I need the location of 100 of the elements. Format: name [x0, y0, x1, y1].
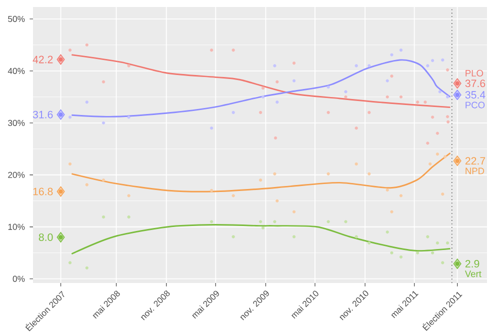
point [453, 90, 462, 100]
point [292, 61, 296, 65]
point [274, 136, 278, 140]
point [102, 215, 106, 218]
point [416, 100, 420, 104]
point [436, 132, 440, 135]
point [368, 241, 371, 244]
point [259, 110, 262, 114]
y-tick-label: 20% [8, 172, 25, 178]
point [446, 120, 450, 124]
point [441, 192, 444, 196]
point [399, 48, 403, 52]
point [68, 48, 72, 52]
point [276, 199, 279, 202]
data-label: 16.8 [33, 188, 53, 196]
data-label: 22.7 [465, 156, 486, 164]
data-label: 8.0 [38, 233, 53, 241]
point [344, 95, 348, 98]
point [276, 100, 279, 104]
point [56, 54, 65, 65]
point [56, 186, 65, 197]
point [85, 183, 88, 186]
point [386, 188, 389, 192]
line-series [70, 152, 451, 192]
point [210, 188, 214, 192]
point [127, 194, 130, 198]
point [210, 126, 214, 130]
point [431, 115, 434, 119]
series-label: NPD [466, 168, 484, 174]
point [68, 115, 72, 119]
point [344, 220, 348, 224]
point [431, 58, 434, 62]
point [453, 78, 462, 88]
data-label: 35.4 [465, 90, 486, 98]
point [102, 178, 106, 182]
data-label: 37.6 [465, 79, 486, 88]
point [232, 110, 235, 114]
point [428, 162, 432, 166]
point [390, 210, 394, 214]
point [431, 251, 434, 254]
point [446, 95, 450, 98]
point [426, 64, 430, 68]
point [436, 241, 440, 244]
point [273, 172, 276, 176]
point [326, 85, 330, 88]
point [416, 251, 420, 254]
point [399, 255, 403, 258]
point [390, 74, 394, 78]
point [426, 141, 430, 145]
point [210, 220, 214, 224]
point [441, 58, 444, 62]
point [232, 235, 235, 238]
point [368, 110, 371, 114]
point [85, 100, 88, 104]
y-tick-label: 0% [12, 276, 25, 282]
point [127, 215, 130, 218]
series-label: PCO [466, 102, 485, 108]
point [127, 64, 130, 68]
data-label: 42.2 [32, 56, 53, 64]
point [368, 172, 371, 176]
point [273, 220, 276, 224]
y-tick-label: 10% [8, 224, 25, 230]
point [446, 114, 450, 118]
point [441, 261, 444, 264]
point [453, 156, 462, 166]
point [261, 86, 265, 90]
point [354, 64, 358, 68]
point [273, 64, 276, 68]
point [390, 53, 394, 56]
point [259, 220, 262, 224]
point [344, 90, 348, 94]
point [85, 43, 88, 46]
point [453, 258, 462, 269]
point [276, 80, 279, 84]
series-label: PLO [466, 70, 484, 76]
point [102, 80, 106, 84]
y-tick-label: 30% [8, 120, 25, 126]
data-label: 31.6 [32, 110, 53, 118]
point [85, 266, 88, 270]
point [68, 162, 72, 166]
series-label: Vert [464, 270, 482, 277]
y-tick-label: 50% [8, 16, 25, 22]
point [259, 178, 262, 182]
point [261, 226, 265, 230]
point [261, 95, 265, 98]
point [232, 48, 235, 52]
point [386, 95, 389, 98]
point [326, 110, 330, 114]
data-label: 2.9 [465, 260, 480, 268]
point [127, 115, 130, 119]
line-series [70, 54, 451, 108]
point [292, 210, 296, 214]
point [444, 154, 447, 158]
point [386, 79, 389, 82]
point [292, 79, 296, 82]
point [56, 109, 65, 120]
point [56, 232, 65, 242]
point [292, 235, 296, 238]
point [446, 68, 450, 72]
point [424, 100, 427, 104]
